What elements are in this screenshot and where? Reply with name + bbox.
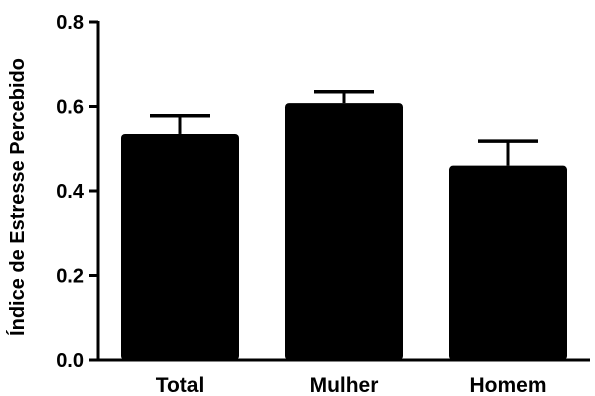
x-category-label: Homem xyxy=(469,374,546,396)
y-tick-label: 0.8 xyxy=(56,12,84,34)
x-category-label: Total xyxy=(156,374,205,396)
y-axis-title: Índice de Estresse Percebido xyxy=(6,58,29,336)
y-tick-label: 0.6 xyxy=(56,97,84,119)
error-bars xyxy=(150,89,538,166)
y-tick-label: 0.2 xyxy=(56,266,84,288)
bar-mulher xyxy=(285,103,403,361)
bar-total xyxy=(121,133,239,360)
x-axis-labels: Total Mulher Homem xyxy=(156,374,547,396)
y-axis-ticks: 0.0 0.2 0.4 0.6 0.8 xyxy=(56,12,98,372)
y-tick-label: 0.4 xyxy=(56,181,85,203)
y-tick-label: 0.0 xyxy=(56,350,84,372)
bar-homem xyxy=(449,165,567,360)
x-category-label: Mulher xyxy=(310,374,379,396)
bars xyxy=(121,103,567,361)
